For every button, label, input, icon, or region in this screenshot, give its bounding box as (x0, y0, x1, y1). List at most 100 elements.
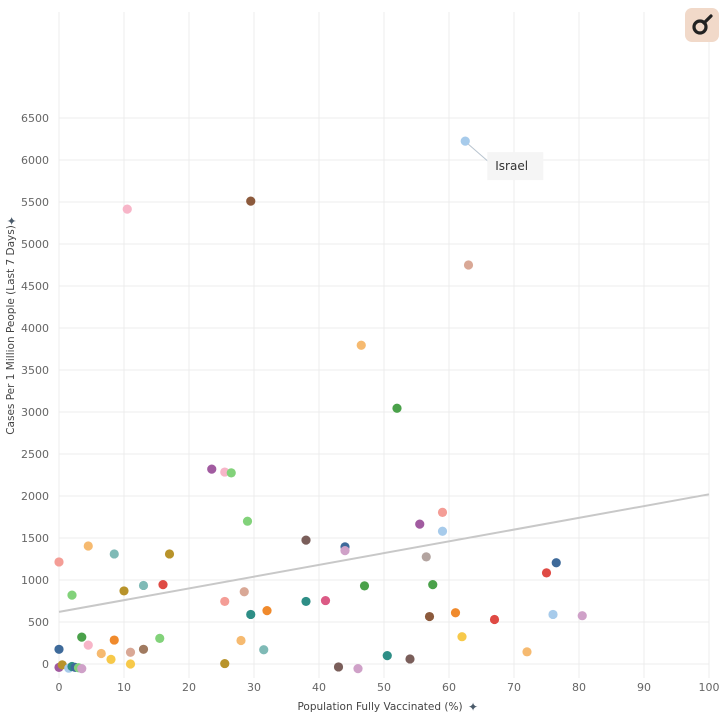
data-point (119, 586, 129, 596)
data-point (359, 581, 370, 591)
data-point (242, 516, 253, 526)
data-point (428, 580, 438, 590)
data-point (450, 608, 461, 618)
x-tick-label: 100 (699, 681, 720, 694)
data-point (226, 468, 236, 478)
x-tick-label: 40 (312, 681, 326, 694)
data-point (54, 557, 64, 567)
data-point (320, 595, 331, 606)
data-point (109, 549, 119, 559)
tableau-logo-icon (692, 14, 713, 35)
data-point (83, 541, 93, 551)
y-tick-label: 6000 (21, 154, 49, 167)
x-axis-title-group: Population Fully Vaccinated (%) ✦ (297, 700, 478, 714)
annotation-label: Israel (495, 159, 528, 173)
annotation-layer: Israel (467, 143, 544, 181)
data-point (262, 606, 272, 616)
x-tick-label: 60 (442, 681, 456, 694)
data-point (460, 136, 470, 146)
data-point (236, 635, 246, 646)
x-tick-label: 20 (182, 681, 196, 694)
data-point (125, 659, 136, 669)
data-points (54, 136, 587, 674)
data-point (437, 526, 448, 536)
data-point (220, 658, 230, 669)
data-point (301, 596, 311, 607)
data-point (415, 519, 425, 529)
y-tick-label: 5000 (21, 238, 49, 251)
y-tick-label: 4500 (21, 280, 49, 293)
y-axis-title: Cases Per 1 Million People (Last 7 Days) (5, 225, 17, 435)
data-point (541, 568, 552, 578)
data-point (522, 647, 532, 657)
y-tick-label: 6500 (21, 112, 49, 125)
y-tick-label: 2000 (21, 490, 49, 503)
data-point (457, 632, 467, 642)
data-point (138, 644, 149, 654)
data-point (463, 260, 474, 270)
pin-icon[interactable]: ✦ (468, 700, 478, 714)
y-tick-label: 1000 (21, 574, 49, 587)
data-point (155, 633, 165, 643)
data-point (54, 644, 64, 654)
data-point (67, 590, 77, 600)
data-point (125, 647, 136, 657)
x-tick-label: 70 (507, 681, 521, 694)
data-point (548, 609, 558, 620)
y-tick-label: 500 (28, 616, 49, 629)
x-tick-label: 0 (56, 681, 63, 694)
data-point (551, 558, 561, 568)
data-point (207, 464, 217, 474)
data-point (356, 340, 366, 350)
data-point (77, 664, 87, 674)
x-tick-label: 80 (572, 681, 586, 694)
x-tick-label: 90 (637, 681, 651, 694)
data-point (122, 204, 132, 214)
data-point (421, 552, 431, 562)
data-point (138, 580, 149, 591)
y-tick-label: 2500 (21, 448, 49, 461)
data-point (259, 645, 269, 655)
data-point (437, 507, 448, 517)
y-tick-label: 3000 (21, 406, 49, 419)
x-tick-label: 30 (247, 681, 261, 694)
axis-ticks: 0 10 20 30 40 50 60 70 80 90 100050010001500200025… (21, 112, 720, 694)
data-point (239, 587, 249, 597)
data-point (246, 196, 256, 206)
data-point (164, 549, 175, 559)
data-point (109, 635, 119, 645)
data-point (220, 596, 230, 607)
data-point (333, 662, 344, 672)
data-point (246, 609, 256, 620)
annotation-box (487, 152, 544, 181)
x-axis-title: Population Fully Vaccinated (%) (297, 701, 462, 713)
y-tick-label: 4000 (21, 322, 49, 335)
y-tick-label: 3500 (21, 364, 49, 377)
data-point (392, 403, 402, 413)
pin-icon[interactable]: ✦ (5, 216, 19, 226)
x-tick-label: 50 (377, 681, 391, 694)
data-point (577, 611, 587, 621)
trend-line (58, 493, 710, 613)
data-point (340, 546, 350, 556)
data-point (106, 654, 116, 664)
y-axis-title-group: Cases Per 1 Million People (Last 7 Days)… (5, 216, 19, 435)
data-point (77, 632, 87, 642)
y-tick-label: 1500 (21, 532, 49, 545)
data-point (83, 640, 93, 650)
data-point (405, 654, 415, 664)
data-point (158, 580, 168, 590)
data-point (424, 611, 435, 622)
gridlines (58, 12, 710, 678)
trend-line-layer (58, 493, 710, 613)
y-tick-label: 5500 (21, 196, 49, 209)
data-point (353, 664, 363, 674)
y-tick-label: 0 (42, 658, 49, 671)
tableau-logo-badge[interactable] (685, 8, 719, 42)
data-point (96, 648, 106, 659)
data-point (301, 535, 311, 545)
data-point (382, 651, 392, 661)
data-point (489, 614, 500, 625)
x-tick-label: 10 (117, 681, 131, 694)
